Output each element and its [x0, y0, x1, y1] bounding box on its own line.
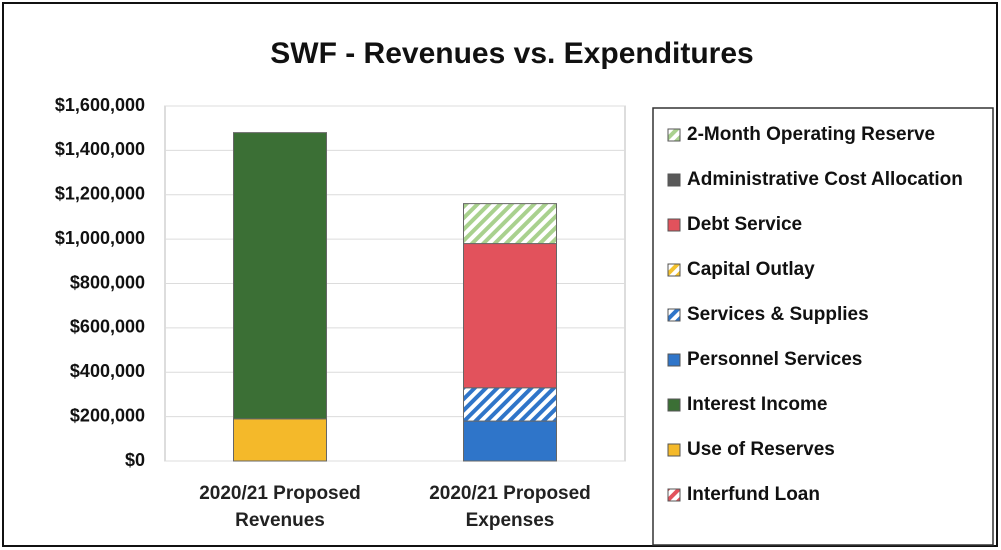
- legend-label: Interest Income: [687, 394, 827, 415]
- y-tick-label: $0: [125, 450, 145, 470]
- legend-swatch: [667, 443, 681, 457]
- y-tick-label: $1,200,000: [55, 184, 145, 204]
- legend-swatch: [667, 308, 681, 322]
- bar-segment: [463, 420, 557, 462]
- legend-label: Capital Outlay: [687, 259, 815, 280]
- legend-label: Administrative Cost Allocation: [687, 169, 963, 190]
- y-tick-label: $200,000: [70, 405, 145, 425]
- chart-title: SWF - Revenues vs. Expenditures: [270, 37, 753, 70]
- y-tick-label: $800,000: [70, 272, 145, 292]
- bar-segment: [463, 243, 557, 389]
- legend-label: Personnel Services: [687, 349, 862, 370]
- x-tick-label: 2020/21 Proposed Expenses: [429, 483, 591, 531]
- legend-swatch: [667, 398, 681, 412]
- y-tick-label: $1,600,000: [55, 95, 145, 115]
- legend-label: Services & Supplies: [687, 304, 869, 325]
- legend-swatch: [667, 488, 681, 502]
- y-tick-label: $1,400,000: [55, 139, 145, 159]
- legend-swatch: [667, 353, 681, 367]
- y-tick-label: $400,000: [70, 361, 145, 381]
- bar-segment: [233, 418, 327, 462]
- y-tick-label: $600,000: [70, 317, 145, 337]
- y-tick-label: $1,000,000: [55, 228, 145, 248]
- legend-label: Use of Reserves: [687, 439, 835, 460]
- bar-segment: [463, 387, 557, 422]
- legend-label: Debt Service: [687, 214, 802, 235]
- legend-swatch: [667, 128, 681, 142]
- legend-swatch: [667, 218, 681, 232]
- legend-swatch: [667, 173, 681, 187]
- bar-segment: [233, 132, 327, 420]
- bar-segment: [463, 203, 557, 245]
- x-tick-label: 2020/21 Proposed Revenues: [199, 483, 361, 531]
- legend-swatch: [667, 263, 681, 277]
- legend-box: [652, 107, 994, 546]
- legend-label: Interfund Loan: [687, 484, 820, 505]
- legend-label: 2-Month Operating Reserve: [687, 124, 935, 145]
